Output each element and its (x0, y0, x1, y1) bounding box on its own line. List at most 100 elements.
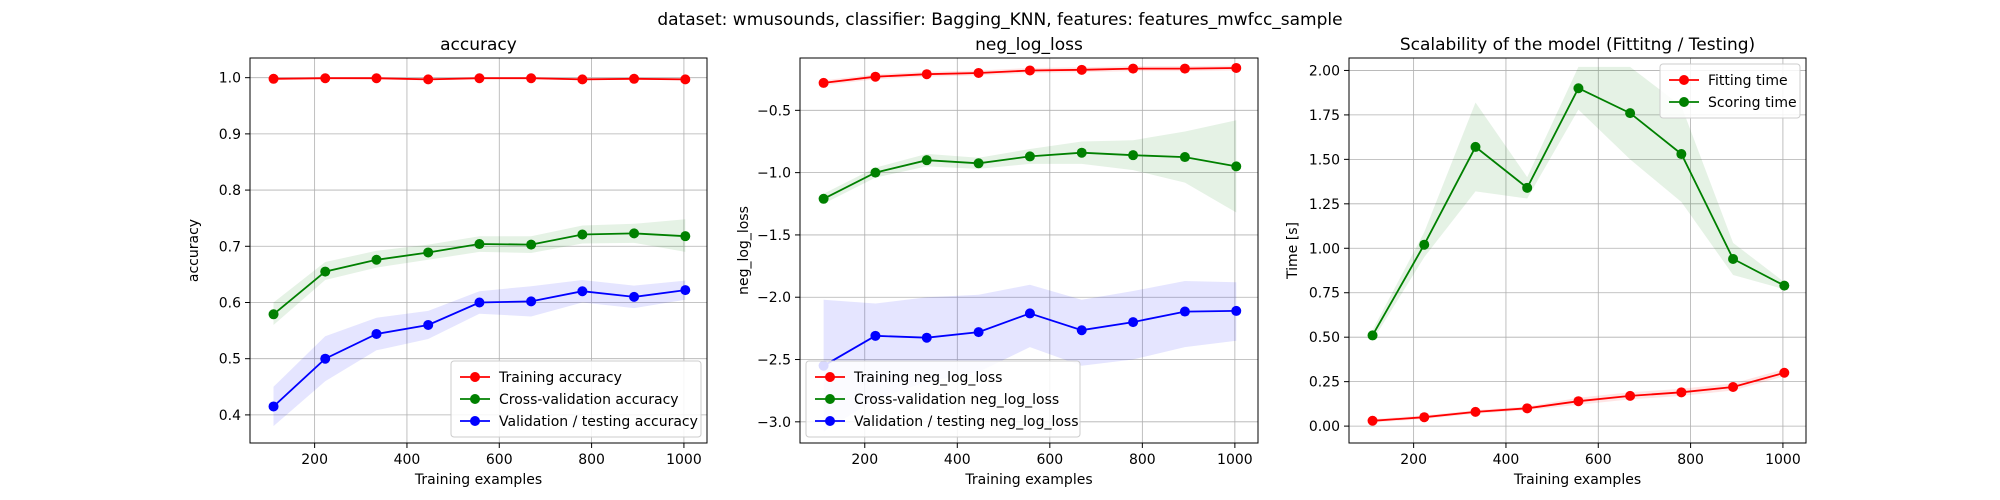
x-tick-label: 600 (486, 452, 513, 468)
data-point (577, 286, 588, 297)
data-point (371, 254, 382, 265)
legend-label: Validation / testing accuracy (499, 414, 698, 430)
data-point (1573, 396, 1584, 407)
y-tick-label: −0.5 (757, 103, 791, 119)
y-tick-label: 1.0 (219, 71, 241, 87)
data-point (870, 167, 881, 178)
y-tick-label: 0.00 (1309, 419, 1340, 435)
x-tick-label: 1000 (1765, 452, 1801, 468)
y-tick-label: 0.9 (219, 127, 241, 143)
data-point (1231, 305, 1242, 316)
y-tick-label: 1.25 (1309, 197, 1340, 213)
data-point (1676, 387, 1687, 398)
data-point (818, 77, 829, 88)
data-point (921, 69, 932, 80)
y-tick-label: 2.00 (1309, 63, 1340, 79)
data-point (1128, 317, 1139, 328)
x-tick-label: 1000 (666, 452, 702, 468)
data-point (870, 71, 881, 82)
data-point (268, 401, 279, 412)
y-tick-label: 1.00 (1309, 241, 1340, 257)
data-point (1128, 63, 1139, 74)
data-point (1470, 141, 1481, 152)
data-point (526, 239, 537, 250)
axes-frame (799, 57, 1259, 444)
x-axis-label: Training examples (1513, 472, 1641, 488)
legend: Training neg_log_loss Cross-validation ne… (805, 360, 1081, 438)
data-point (1779, 280, 1790, 291)
data-point (526, 296, 537, 307)
chart-panel-2: 200 400 600 800 1000 0.00 0.25 0.50 0.75 1.00 1.25… (1285, 35, 1807, 488)
data-point (423, 247, 434, 258)
legend-label: Cross-validation neg_log_loss (854, 392, 1059, 408)
figure-suptitle: dataset: wmusounds, classifier: Bagging_… (657, 10, 1342, 30)
data-point (1231, 161, 1242, 172)
x-tick-label: 600 (1036, 452, 1063, 468)
data-point (1231, 62, 1242, 73)
axes-frame (249, 57, 708, 444)
y-tick-label: 1.75 (1309, 108, 1340, 124)
data-point (1024, 151, 1035, 162)
legend: Fitting time Scoring time (1659, 63, 1801, 119)
data-point (371, 328, 382, 339)
data-point (423, 319, 434, 330)
legend-swatch-marker (470, 394, 480, 404)
y-tick-label: 0.6 (219, 295, 241, 311)
data-point (1128, 150, 1139, 161)
y-tick-label: 0.5 (219, 352, 241, 368)
y-tick-label: −1.5 (757, 228, 791, 244)
chart-title: neg_log_loss (975, 35, 1083, 55)
data-point (870, 330, 881, 341)
y-tick-label: −2.0 (757, 290, 791, 306)
y-axis-label: neg_log_loss (736, 206, 752, 295)
legend-label: Validation / testing neg_log_loss (854, 414, 1079, 430)
data-point (268, 309, 279, 320)
data-point (577, 74, 588, 85)
data-point (1179, 63, 1190, 74)
legend: Training accuracy Cross-validation accura… (450, 360, 702, 438)
legend-box (1659, 63, 1801, 119)
data-point (680, 231, 691, 242)
x-tick-label: 600 (1585, 452, 1612, 468)
data-point (268, 73, 279, 84)
y-tick-label: 0.25 (1309, 375, 1340, 391)
data-point (973, 67, 984, 78)
data-point (1419, 412, 1430, 423)
data-point (680, 285, 691, 296)
chart-title: Scalability of the model (Fittitng / Tes… (1400, 35, 1755, 55)
y-tick-label: 0.50 (1309, 330, 1340, 346)
legend-label: Training accuracy (498, 370, 622, 386)
data-point (1076, 325, 1087, 336)
chart-panel-1: 200 400 600 800 1000 −3.0 −2.5 −2.0 −1.5 −1.0 −0.5… (736, 35, 1259, 488)
data-point (371, 73, 382, 84)
y-tick-label: −1.0 (757, 166, 791, 182)
data-point (1625, 108, 1636, 119)
y-tick-label: −2.5 (757, 353, 791, 369)
data-point (320, 266, 331, 277)
y-axis-label: accuracy (186, 219, 202, 282)
data-point (474, 73, 485, 84)
data-point (629, 291, 640, 302)
data-point (1728, 253, 1739, 264)
data-point (629, 228, 640, 239)
x-tick-label: 800 (578, 452, 605, 468)
series-band-2 (273, 280, 686, 427)
x-axis-label: Training examples (964, 472, 1092, 488)
legend-label: Fitting time (1708, 73, 1788, 89)
y-tick-label: 0.4 (219, 408, 241, 424)
data-point (1573, 83, 1584, 94)
axes-frame (1348, 57, 1807, 444)
data-point (818, 193, 829, 204)
legend-label: Scoring time (1708, 95, 1797, 111)
x-tick-label: 800 (1129, 452, 1156, 468)
x-tick-label: 400 (944, 452, 971, 468)
legend-label: Training neg_log_loss (853, 370, 1002, 386)
data-point (1367, 330, 1378, 341)
data-point (1024, 65, 1035, 76)
y-tick-label: −3.0 (757, 415, 791, 431)
data-point (1076, 147, 1087, 158)
data-point (973, 158, 984, 169)
legend-swatch-marker (470, 416, 480, 426)
data-point (474, 297, 485, 308)
